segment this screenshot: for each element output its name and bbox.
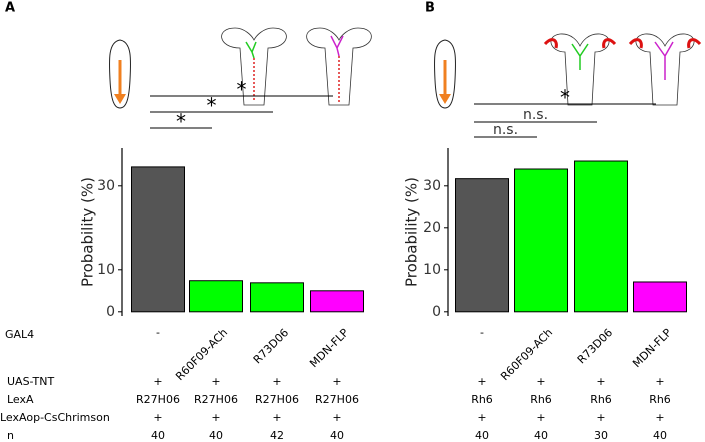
panel-label: A <box>5 1 15 16</box>
table-cell: Rh6 <box>471 393 493 406</box>
x-tick-label: MDN-FLP <box>307 326 351 370</box>
y-tick-label: 0 <box>432 304 441 320</box>
x-tick-label: - <box>480 326 484 339</box>
table-cell: + <box>272 375 281 388</box>
table-cell: + <box>655 411 664 424</box>
larva-icon <box>108 39 457 109</box>
table-cell: 40 <box>475 429 489 442</box>
row-label: GAL4 <box>5 328 34 341</box>
table-cell: + <box>536 375 545 388</box>
bar <box>455 178 509 313</box>
y-tick-label: 0 <box>106 304 115 320</box>
table-cell: + <box>153 375 162 388</box>
bar <box>250 282 304 313</box>
bar <box>131 166 185 313</box>
row-label: LexA <box>7 393 34 406</box>
significance-label: n.s. <box>493 122 518 138</box>
y-axis-label: Probability (%) <box>79 177 97 287</box>
table-cell: 40 <box>151 429 165 442</box>
x-tick-label: - <box>156 326 160 339</box>
arrow-icon <box>114 60 451 104</box>
table-cell: Rh6 <box>590 393 612 406</box>
x-tick-label: MDN-FLP <box>630 326 674 370</box>
brain-icon <box>221 27 695 106</box>
table-cell: 40 <box>330 429 344 442</box>
table-cell: + <box>272 411 281 424</box>
row-label: UAS-TNT <box>7 375 54 388</box>
x-tick-label: R73D06 <box>251 326 291 366</box>
table-cell: R27H06 <box>136 393 180 406</box>
y-tick-label: 30 <box>423 178 441 194</box>
y-tick-label: 10 <box>97 262 115 278</box>
y-tick-label: 30 <box>97 178 115 194</box>
table-cell: + <box>596 411 605 424</box>
table-cell: + <box>655 375 664 388</box>
table-cell: + <box>477 375 486 388</box>
x-tick-label: R73D06 <box>575 326 615 366</box>
table-cell: R27H06 <box>255 393 299 406</box>
table-cell: + <box>153 411 162 424</box>
x-tick-label: R60F09-ACh <box>498 326 555 383</box>
table-cell: 40 <box>534 429 548 442</box>
significance-label: * <box>237 78 247 102</box>
table-cell: + <box>536 411 545 424</box>
table-cell: Rh6 <box>530 393 552 406</box>
row-label: n <box>7 429 14 442</box>
row-label: LexAop-CsChrimson <box>0 411 110 424</box>
table-cell: + <box>596 375 605 388</box>
bar <box>514 168 568 313</box>
table-cell: 40 <box>653 429 667 442</box>
significance-label: * <box>207 94 217 118</box>
table-cell: Rh6 <box>649 393 671 406</box>
neuron-icon <box>245 35 702 102</box>
y-tick-label: 10 <box>423 262 441 278</box>
table-cell: 30 <box>594 429 608 442</box>
table-cell: R27H06 <box>194 393 238 406</box>
x-tick-label: R60F09-ACh <box>173 326 230 383</box>
table-cell: + <box>211 375 220 388</box>
panel-label: B <box>425 1 435 16</box>
table-cell: 40 <box>209 429 223 442</box>
significance-label: * <box>176 110 186 134</box>
table-cell: + <box>332 375 341 388</box>
significance-label: n.s. <box>523 107 548 123</box>
significance-label: * <box>560 86 570 110</box>
table-cell: 42 <box>270 429 284 442</box>
y-axis-label: Probability (%) <box>403 177 421 287</box>
bar <box>189 280 243 313</box>
bar <box>310 290 364 313</box>
bar <box>633 281 687 313</box>
bar <box>574 160 628 313</box>
table-cell: + <box>477 411 486 424</box>
table-cell: + <box>332 411 341 424</box>
y-tick-label: 20 <box>423 220 441 236</box>
table-cell: + <box>211 411 220 424</box>
table-cell: R27H06 <box>315 393 359 406</box>
